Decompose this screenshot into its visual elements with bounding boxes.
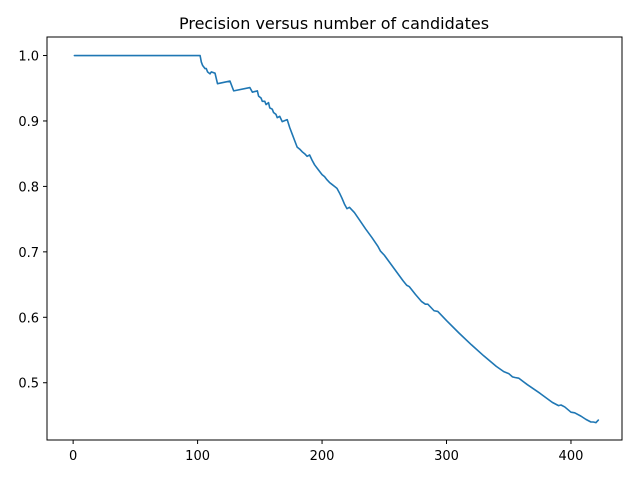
y-tick-label: 1.0 [18, 50, 39, 65]
y-tick-label: 0.8 [18, 180, 39, 195]
chart-title: Precision versus number of candidates [179, 14, 489, 33]
y-tick-label: 0.6 [18, 311, 39, 326]
y-tick-label: 0.9 [18, 115, 39, 130]
y-tick-label: 0.7 [18, 246, 39, 261]
x-tick-label: 400 [559, 449, 584, 464]
x-tick-label: 0 [69, 449, 77, 464]
y-tick-label: 0.5 [18, 377, 39, 392]
x-axis: 0 100 200 300 400 [69, 440, 583, 464]
x-tick-label: 300 [434, 449, 459, 464]
series-line [73, 54, 600, 424]
y-axis: 0.5 0.6 0.7 0.8 0.9 1.0 [18, 50, 47, 392]
plot-frame [46, 36, 623, 441]
x-tick-label: 200 [310, 449, 335, 464]
plot-area [73, 54, 600, 424]
x-tick-label: 100 [185, 449, 210, 464]
